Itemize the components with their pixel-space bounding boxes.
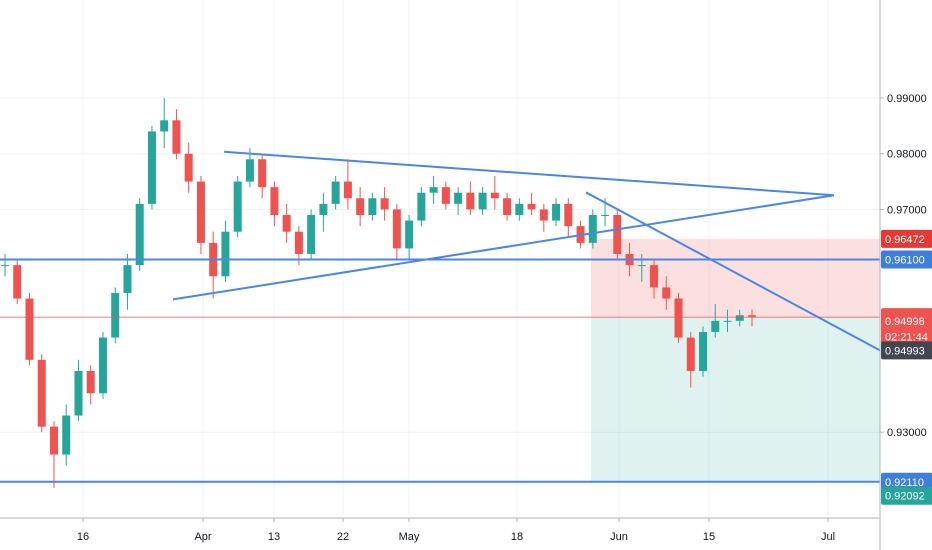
candle-body (539, 209, 548, 221)
price-tags: 0.964720.961000.950670.9499802:21:440.94… (881, 229, 932, 505)
candle-body (1, 265, 9, 267)
candle-body (588, 214, 597, 243)
date-tick-label: 18 (511, 531, 523, 543)
price-tag (881, 472, 932, 491)
candle-body (686, 337, 695, 371)
take-profit-zone (591, 317, 880, 482)
candle-body (380, 198, 389, 210)
date-tick-label: 22 (337, 531, 349, 543)
candle-body (417, 192, 426, 221)
candles (1, 98, 756, 488)
date-tick-label: 13 (268, 531, 280, 543)
price-tag-label: 0.94998 (885, 316, 925, 328)
candle-body (711, 320, 720, 332)
candle-body (123, 265, 132, 293)
triangle-lower-trendline (172, 194, 835, 301)
candle-body (319, 203, 328, 215)
date-tick-label: Jun (610, 531, 628, 543)
price-tag (881, 311, 932, 330)
price-tag-label: 0.96472 (885, 234, 925, 246)
candle-body (62, 415, 71, 455)
candle-body (699, 331, 708, 371)
candle-body (454, 192, 463, 204)
candle-body (270, 187, 279, 215)
candle-body (735, 315, 744, 321)
price-tag (881, 486, 932, 505)
candle-body (637, 265, 646, 267)
price-tag (881, 341, 932, 360)
price-tag-label: 0.92110 (885, 477, 924, 489)
candle-body (147, 131, 156, 204)
candle-body (392, 209, 401, 249)
candle-body (552, 203, 561, 221)
candle-body (245, 159, 254, 182)
candle-body (466, 192, 475, 210)
candle-body (172, 120, 181, 154)
price-tick-label: 0.98000 (887, 149, 927, 161)
date-tick-label: May (399, 531, 420, 543)
candle-body (490, 192, 499, 199)
candle-body (650, 265, 659, 288)
candle-body (515, 203, 524, 215)
price-tag (881, 229, 932, 248)
candle-body (441, 187, 450, 204)
descending-trendline (585, 191, 881, 352)
candle-body (527, 203, 536, 210)
price-tag-label: 0.94993 (885, 345, 925, 357)
candle-body (368, 198, 377, 215)
date-tick-label: 15 (703, 531, 715, 543)
candle-body (160, 120, 169, 132)
candle-body (74, 370, 83, 416)
candle-body (196, 181, 205, 243)
candle-body (49, 426, 58, 455)
candle-body (135, 203, 144, 266)
candle-body (613, 214, 622, 254)
candle-body (258, 159, 267, 188)
candle-body (307, 214, 316, 254)
candle-body (674, 298, 683, 338)
candle-body (478, 192, 487, 210)
price-tag (881, 327, 932, 346)
candle-body (86, 370, 95, 394)
price-tick-label: 0.97000 (887, 204, 927, 216)
price-tag-label: 0.92092 (885, 491, 925, 503)
price-tick-label: 0.99000 (887, 93, 927, 105)
candle-body (221, 231, 230, 277)
candle-body (564, 203, 573, 227)
candle-body (343, 181, 352, 199)
candle-body (37, 359, 46, 427)
candle-body (233, 181, 242, 232)
candle-body (748, 315, 756, 317)
candle-body (356, 198, 365, 215)
price-tick-label: 0.93000 (887, 427, 927, 439)
candle-body (723, 320, 732, 322)
price-tag (881, 250, 932, 269)
candle-body (662, 287, 671, 299)
date-tick-label: Apr (194, 531, 211, 543)
stop-loss-zone (591, 238, 880, 318)
candle-body (294, 231, 303, 254)
candle-body (13, 265, 22, 299)
candle-body (98, 337, 107, 394)
candle-body (601, 214, 610, 216)
candle-body (111, 292, 120, 338)
candle-body (331, 181, 340, 204)
candle-body (405, 220, 414, 249)
candle-body (25, 298, 34, 360)
position-zones (591, 238, 880, 482)
price-tag-label: 02:21:44 (885, 332, 928, 344)
trendline-drawings (0, 150, 881, 483)
date-tick-label: 16 (77, 531, 89, 543)
triangle-upper-trendline (223, 150, 835, 197)
candle-body (282, 214, 291, 232)
candle-body (184, 153, 193, 182)
price-tag-label: 0.96100 (885, 255, 925, 267)
date-tick-label: Jul (821, 531, 835, 543)
candle-body (429, 187, 438, 193)
candle-body (503, 198, 512, 215)
